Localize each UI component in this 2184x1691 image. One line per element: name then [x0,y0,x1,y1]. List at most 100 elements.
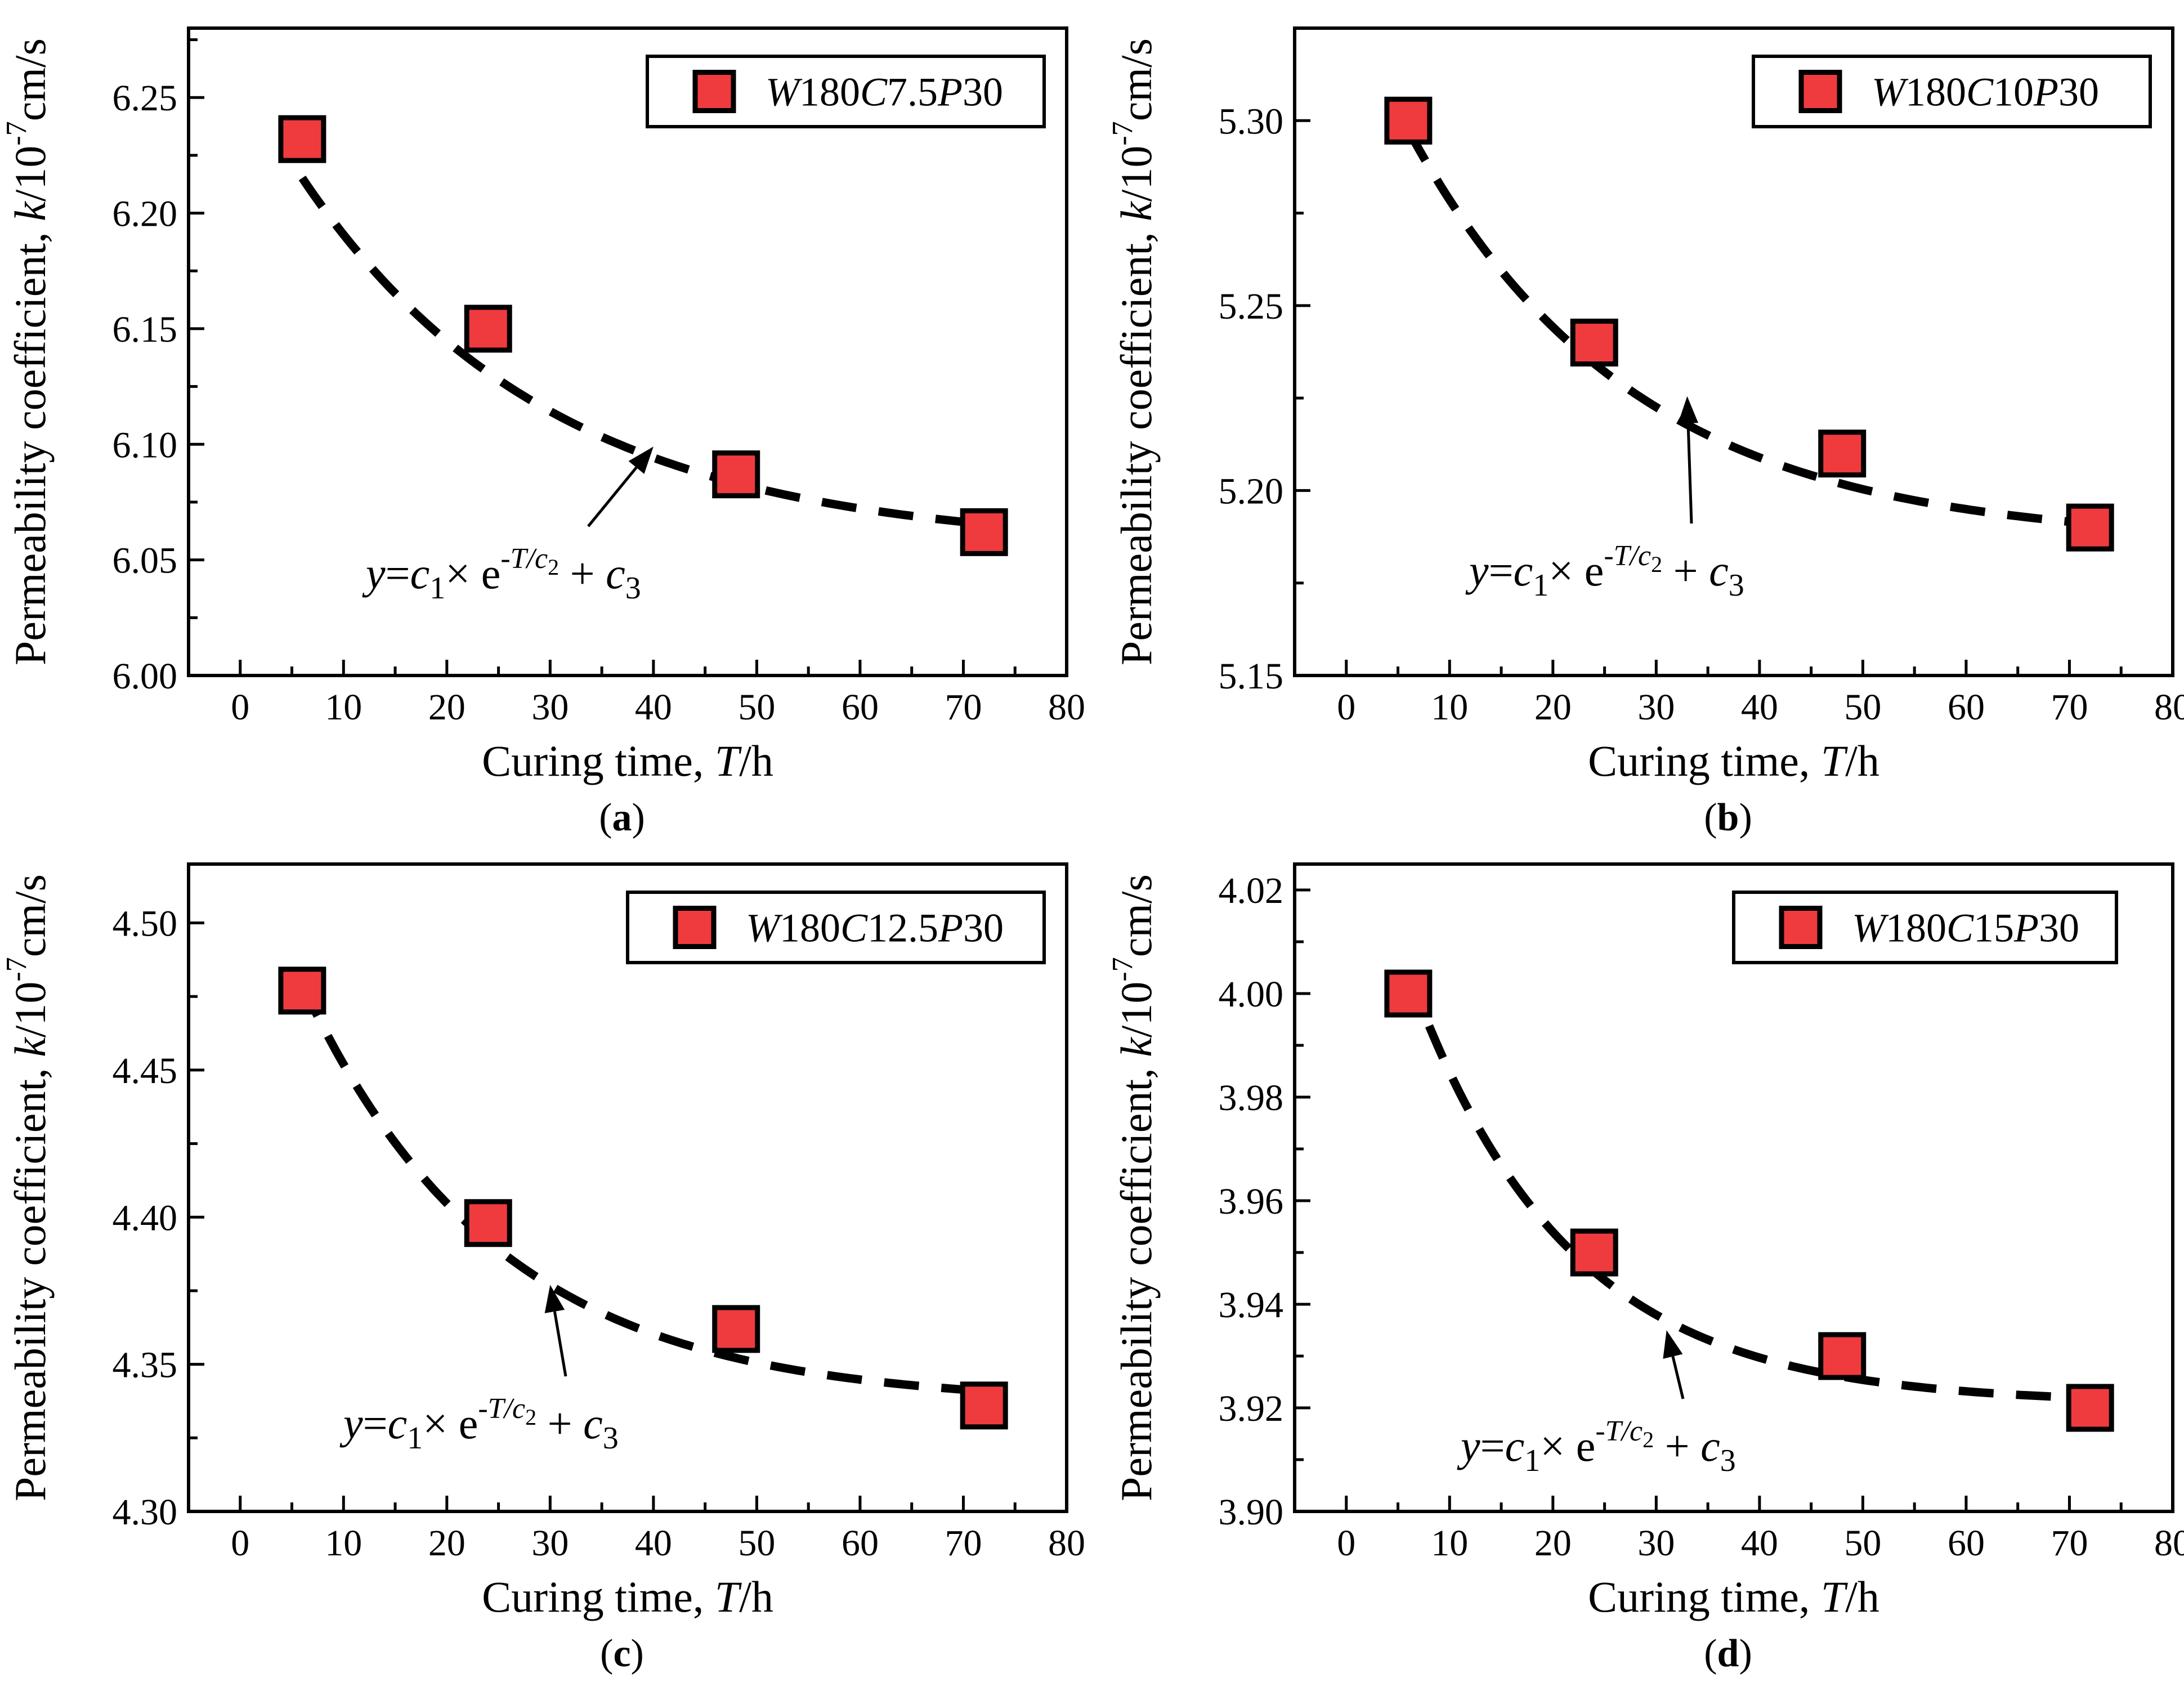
y-tick-label: 3.96 [1219,1181,1284,1222]
y-tick-label: 3.92 [1219,1388,1284,1429]
y-tick-label: 6.25 [113,78,178,119]
x-tick-label: 20 [1534,687,1572,728]
annotation-arrow [553,1311,567,1377]
x-tick-label: 50 [738,687,775,728]
y-tick-label: 4.50 [113,903,178,945]
x-tick-label: 30 [1637,1523,1675,1564]
x-axis-title: Curing time, T/h [1588,1572,1879,1621]
data-point [1570,319,1618,367]
data-point [278,115,326,163]
legend-marker [1798,70,1842,113]
x-tick-label: 70 [945,1523,982,1564]
x-tick-label: 80 [2154,1523,2184,1564]
y-tick-label: 5.30 [1219,101,1284,142]
legend-marker [673,906,717,949]
x-tick-label: 30 [531,687,569,728]
x-tick-label: 10 [325,687,362,728]
x-tick-label: 60 [842,1523,879,1564]
legend-label: W180C12.5P30 [746,906,1004,951]
legend-label: W180C15P30 [1852,906,2079,951]
legend-label: W180C7.5P30 [766,70,1003,115]
x-axis-title: Curing time, T/h [482,736,773,785]
arrow-head [628,446,654,474]
annotation-arrow [1686,423,1693,524]
panel-a: 0 10 20 30 40 50 60 70 80 6.00 6.05 6.10 6.15 6.20 6.2… [1,26,1085,839]
x-tick-label: 60 [842,687,879,728]
fit-formula: y=c1× e-T/c2 + c3 [1457,1415,1736,1478]
data-point [712,450,760,499]
y-tick-label: 5.25 [1219,286,1284,327]
x-tick-label: 40 [635,687,672,728]
panel-b: 0 10 20 30 40 50 60 70 80 5.15 5.20 5.25 5.30 W180C10… [1107,26,2184,839]
x-tick-label: 10 [325,1523,362,1564]
y-tick-label: 4.30 [113,1492,178,1533]
data-point [1384,96,1433,145]
y-axis-title: Permeability coefficient, k/10-7cm/s [1,874,55,1501]
y-tick-label: 6.10 [113,424,178,466]
arrow-head [1678,396,1699,424]
x-tick-label: 80 [1048,1523,1085,1564]
x-tick-label: 40 [635,1523,672,1564]
data-point [1570,1228,1618,1277]
fit-formula: y=c1× e-T/c2 + c3 [1465,540,1744,603]
data-point [960,508,1008,556]
legend: W180C15P30 [1732,891,2118,964]
arrow-head [544,1285,565,1313]
legend: W180C12.5P30 [626,891,1046,964]
arrow-head [1663,1330,1683,1359]
y-tick-label: 4.02 [1219,870,1284,911]
legend-marker [692,70,736,113]
y-tick-label: 4.35 [113,1345,178,1386]
legend-marker [1779,906,1823,949]
x-tick-label: 30 [1637,687,1675,728]
panel-c: 0 10 20 30 40 50 60 70 80 4.30 4.35 4.40 4.45 4.50 W18… [1,862,1085,1675]
x-tick-label: 20 [1534,1523,1572,1564]
x-tick-label: 10 [1431,1523,1468,1564]
x-axis-title: Curing time, T/h [1588,736,1879,785]
y-tick-label: 5.15 [1219,656,1284,697]
panel-caption: (a) [599,796,645,839]
x-tick-label: 80 [2154,687,2184,728]
y-tick-label: 4.40 [113,1197,178,1238]
x-tick-label: 0 [1337,687,1355,728]
y-tick-label: 6.05 [113,540,178,581]
data-point [464,1199,512,1247]
fit-curve [298,175,984,529]
legend: W180C10P30 [1752,55,2152,128]
fit-formula: y=c1× e-T/c2 + c3 [339,1393,619,1456]
plot-frame [187,862,1068,1513]
x-tick-label: 20 [428,1523,466,1564]
x-tick-label: 20 [428,687,466,728]
x-tick-label: 0 [231,687,249,728]
plot-frame [1293,862,2174,1513]
panel-caption: (b) [1704,796,1752,839]
legend-label: W180C10P30 [1872,70,2099,115]
y-tick-label: 3.90 [1219,1492,1284,1533]
x-axis-title: Curing time, T/h [482,1572,773,1621]
y-axis-title: Permeability coefficient, k/10-7cm/s [1,38,55,665]
x-tick-label: 50 [1844,687,1881,728]
x-tick-label: 40 [1741,1523,1778,1564]
data-point [1384,969,1433,1018]
x-tick-label: 60 [1948,687,1985,728]
y-axis-title: Permeability coefficient, k/10-7cm/s [1107,38,1161,665]
legend: W180C7.5P30 [646,55,1046,128]
y-tick-label: 3.98 [1219,1077,1284,1119]
x-tick-label: 50 [738,1523,775,1564]
plot-frame [1293,26,2174,677]
x-tick-label: 80 [1048,687,1085,728]
fit-curve [1404,970,2091,1403]
y-tick-label: 6.15 [113,309,178,350]
y-axis-title: Permeability coefficient, k/10-7cm/s [1107,874,1161,1501]
fit-formula: y=c1× e-T/c2 + c3 [362,543,641,606]
x-tick-label: 30 [531,1523,569,1564]
data-point [712,1305,760,1353]
y-tick-label: 5.20 [1219,471,1284,512]
data-point [464,305,512,353]
annotation-arrow [1671,1356,1685,1399]
x-tick-label: 70 [2051,1523,2088,1564]
data-point [278,967,326,1015]
data-point [2066,1384,2114,1432]
y-tick-label: 6.20 [113,194,178,235]
